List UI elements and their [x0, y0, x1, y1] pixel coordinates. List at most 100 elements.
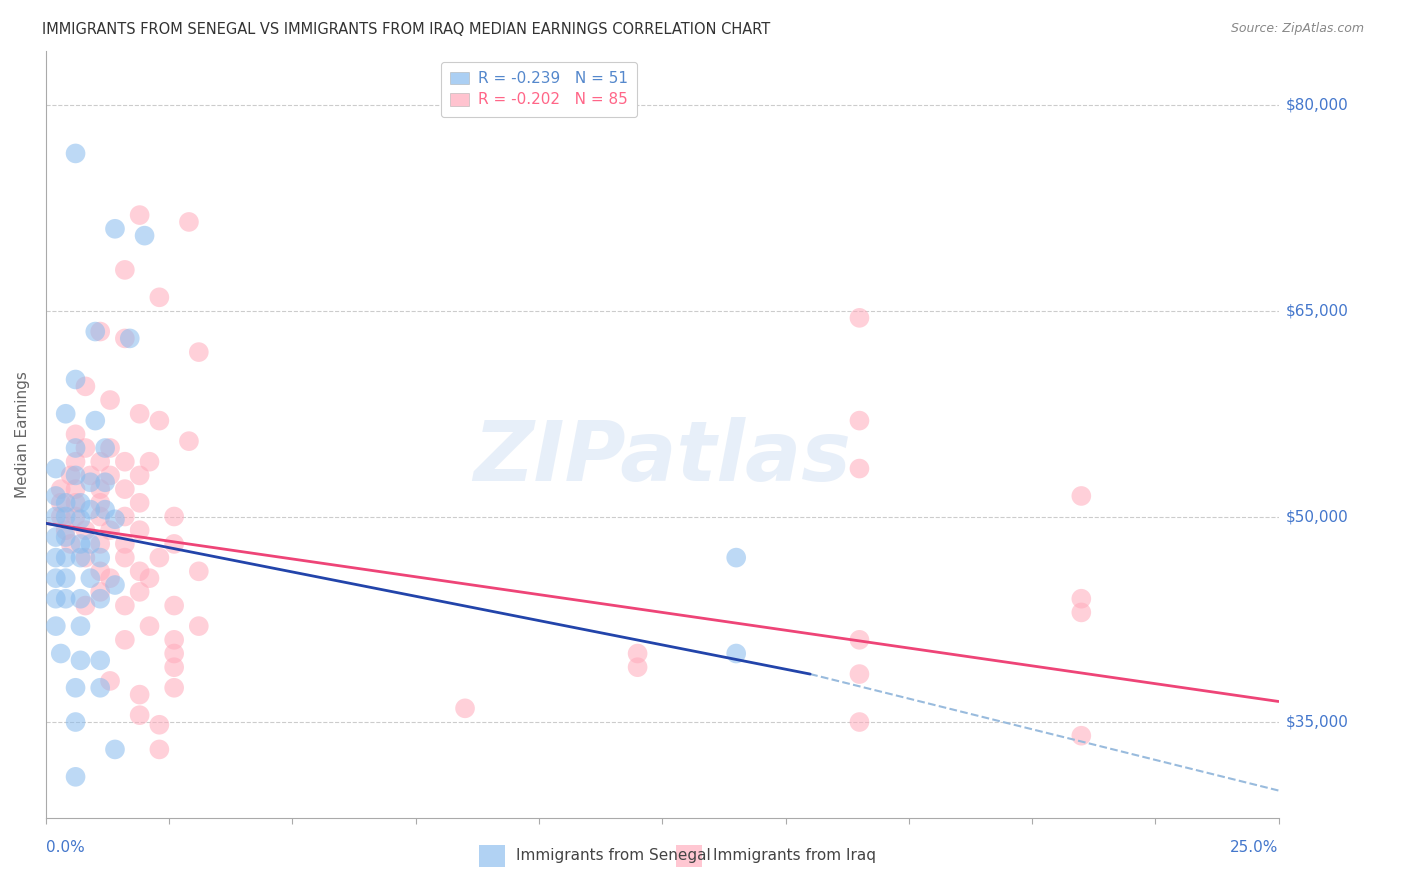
Point [65, 468, 87, 483]
Text: IMMIGRANTS FROM SENEGAL VS IMMIGRANTS FROM IRAQ MEDIAN EARNINGS CORRELATION CHAR: IMMIGRANTS FROM SENEGAL VS IMMIGRANTS FR… [42, 22, 770, 37]
Point [104, 742, 127, 756]
Point [848, 632, 870, 647]
Point [89, 564, 111, 578]
Legend: R = -0.239   N = 51, R = -0.202   N = 85: R = -0.239 N = 51, R = -0.202 N = 85 [441, 62, 637, 117]
Point [128, 708, 150, 723]
Point [94, 502, 117, 516]
Point [114, 482, 136, 496]
Point [45, 571, 67, 585]
Point [626, 660, 648, 674]
Point [114, 455, 136, 469]
Point [187, 345, 209, 359]
Point [69, 591, 91, 606]
Point [55, 407, 77, 421]
Point [45, 619, 67, 633]
Y-axis label: Median Earnings: Median Earnings [15, 371, 30, 498]
Point [49, 647, 72, 661]
Point [454, 701, 477, 715]
Point [148, 718, 170, 732]
Point [114, 263, 136, 277]
Text: $35,000: $35,000 [1285, 714, 1348, 730]
Point [848, 667, 870, 681]
Point [89, 325, 111, 339]
Point [65, 482, 87, 496]
Point [128, 496, 150, 510]
Point [98, 441, 121, 455]
Point [75, 550, 97, 565]
Point [49, 509, 72, 524]
Point [138, 455, 160, 469]
Text: $50,000: $50,000 [1285, 509, 1348, 524]
Point [114, 550, 136, 565]
Point [75, 379, 97, 393]
Point [45, 550, 67, 565]
Point [104, 578, 127, 592]
Point [89, 455, 111, 469]
Point [138, 571, 160, 585]
Point [114, 632, 136, 647]
Point [79, 468, 101, 483]
Point [725, 550, 748, 565]
Point [163, 632, 186, 647]
Point [128, 468, 150, 483]
Point [148, 290, 170, 304]
Point [65, 146, 87, 161]
Point [128, 564, 150, 578]
Point [69, 550, 91, 565]
Point [1070, 606, 1092, 620]
Point [1070, 729, 1092, 743]
Point [177, 434, 200, 449]
Point [114, 537, 136, 551]
Point [69, 537, 91, 551]
Point [128, 688, 150, 702]
Point [69, 512, 91, 526]
Point [104, 221, 127, 235]
Point [89, 496, 111, 510]
Point [89, 591, 111, 606]
Point [65, 455, 87, 469]
Point [79, 475, 101, 490]
Point [59, 468, 82, 483]
Point [45, 530, 67, 544]
Point [79, 571, 101, 585]
Point [84, 325, 107, 339]
Point [59, 537, 82, 551]
Point [49, 496, 72, 510]
Point [89, 482, 111, 496]
Point [128, 407, 150, 421]
Text: Immigrants from Senegal: Immigrants from Senegal [516, 848, 711, 863]
Point [114, 509, 136, 524]
Point [94, 441, 117, 455]
Point [55, 550, 77, 565]
Point [163, 509, 186, 524]
Point [128, 523, 150, 537]
Point [94, 475, 117, 490]
Point [65, 441, 87, 455]
Point [163, 537, 186, 551]
Point [138, 619, 160, 633]
Point [75, 599, 97, 613]
Point [104, 512, 127, 526]
Point [163, 647, 186, 661]
Point [65, 372, 87, 386]
Point [65, 427, 87, 442]
Point [98, 673, 121, 688]
Point [725, 647, 748, 661]
Text: 0.0%: 0.0% [46, 840, 84, 855]
Point [128, 585, 150, 599]
Point [55, 530, 77, 544]
Point [65, 681, 87, 695]
Point [163, 599, 186, 613]
Point [65, 770, 87, 784]
Point [98, 523, 121, 537]
Point [98, 392, 121, 407]
Point [65, 509, 87, 524]
Point [134, 228, 156, 243]
Point [148, 414, 170, 428]
Point [55, 591, 77, 606]
Point [79, 502, 101, 516]
Text: 25.0%: 25.0% [1230, 840, 1278, 855]
Point [55, 496, 77, 510]
Point [128, 208, 150, 222]
Point [1070, 489, 1092, 503]
